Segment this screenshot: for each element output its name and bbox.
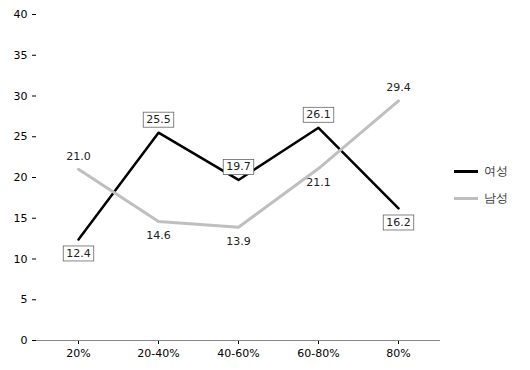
html-text:남성: 남성 bbox=[484, 191, 508, 205]
svg-text:16.2: 16.2 bbox=[386, 216, 411, 229]
svg-text:40: 40 bbox=[14, 8, 28, 21]
svg-text:20%: 20% bbox=[66, 347, 90, 360]
svg-text:12.4: 12.4 bbox=[66, 247, 91, 260]
svg-text:40-60%: 40-60% bbox=[217, 347, 259, 360]
svg-text:35: 35 bbox=[14, 49, 28, 62]
svg-text:15: 15 bbox=[14, 212, 28, 225]
svg-text:25: 25 bbox=[14, 130, 28, 143]
svg-text:14.6: 14.6 bbox=[146, 229, 171, 242]
svg-text:29.4: 29.4 bbox=[386, 81, 411, 94]
svg-text:30: 30 bbox=[14, 90, 28, 103]
html-text:여성: 여성 bbox=[484, 164, 508, 178]
svg-text:25.5: 25.5 bbox=[146, 113, 171, 126]
svg-text:60-80%: 60-80% bbox=[297, 347, 339, 360]
svg-text:19.7: 19.7 bbox=[226, 160, 251, 173]
svg-text:0: 0 bbox=[21, 334, 28, 347]
svg-text:26.1: 26.1 bbox=[306, 108, 331, 121]
svg-text:13.9: 13.9 bbox=[226, 235, 251, 248]
svg-text:21.1: 21.1 bbox=[306, 176, 331, 189]
svg-text:20: 20 bbox=[14, 171, 28, 184]
svg-text:10: 10 bbox=[14, 253, 28, 266]
svg-text:5: 5 bbox=[21, 293, 28, 306]
svg-text:80%: 80% bbox=[386, 347, 410, 360]
svg-text:21.0: 21.0 bbox=[66, 150, 91, 163]
svg-text:20-40%: 20-40% bbox=[137, 347, 179, 360]
